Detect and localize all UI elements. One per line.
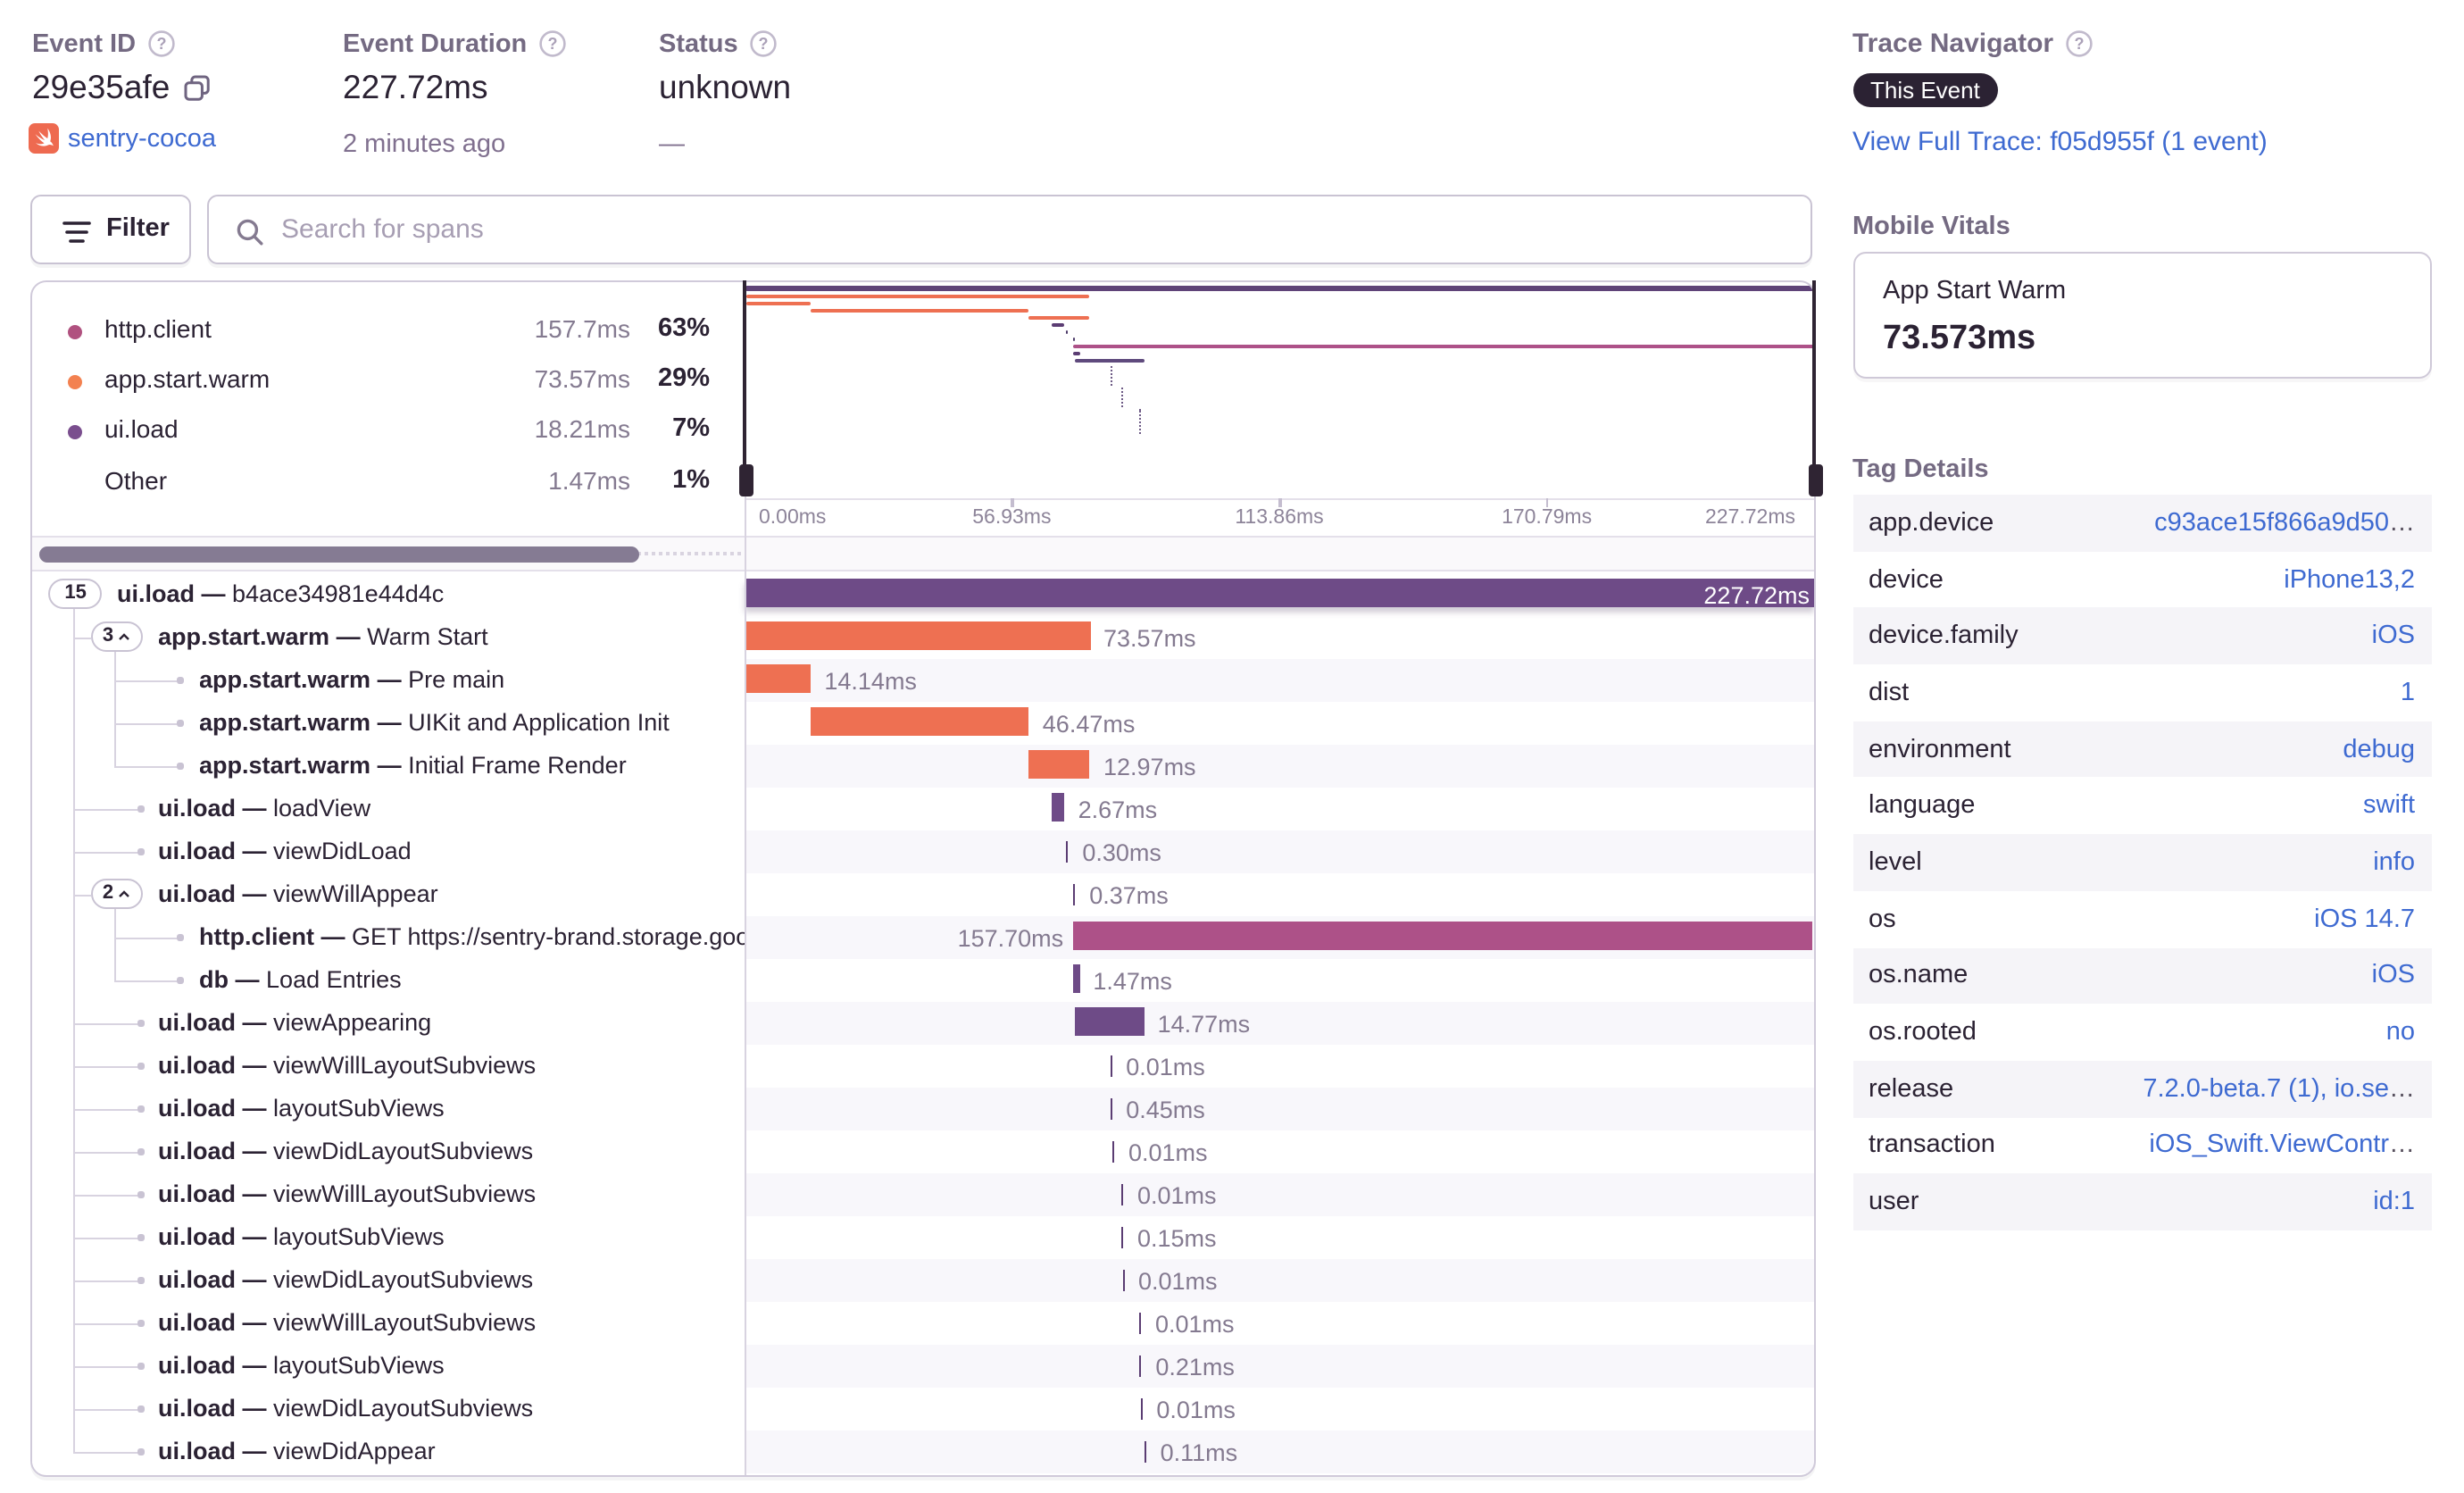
svg-text:?: ? bbox=[548, 34, 558, 52]
svg-text:?: ? bbox=[2075, 34, 2085, 52]
svg-text:?: ? bbox=[157, 34, 167, 52]
svg-text:?: ? bbox=[759, 34, 769, 52]
